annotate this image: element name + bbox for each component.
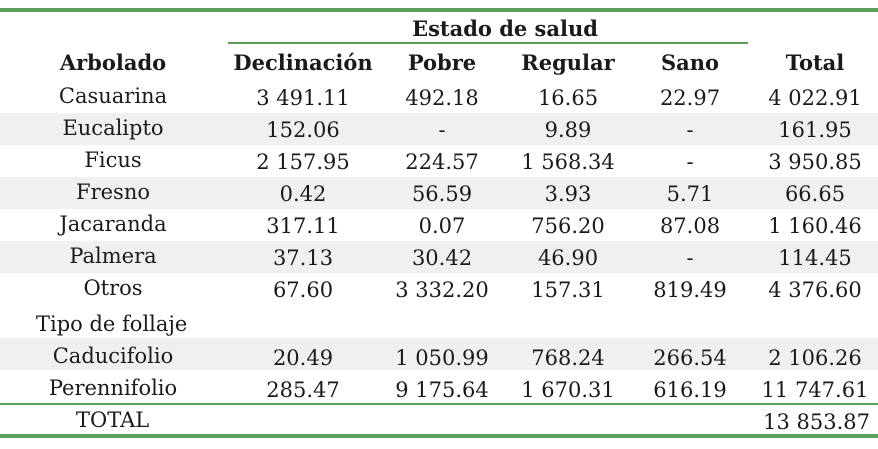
col-header-arbolado: Arbolado <box>59 50 167 75</box>
table-row: Ficus 2 157.95 224.57 1 568.34 - 3 950.8… <box>0 145 878 177</box>
cell-regular: 768.24 <box>531 346 605 370</box>
bottom-rule <box>0 434 878 438</box>
cell-regular: 157.31 <box>531 278 605 302</box>
total-value: 13 853.87 <box>763 410 870 434</box>
cell-declinacion: 67.60 <box>272 278 334 302</box>
row-band <box>0 241 878 273</box>
row-name: Caducifolio <box>52 344 174 368</box>
total-rule <box>0 403 878 405</box>
col-header-sano: Sano <box>660 50 720 75</box>
cell-pobre: 492.18 <box>405 86 479 110</box>
cell-regular: 16.65 <box>537 86 599 110</box>
cell-pobre: 30.42 <box>411 246 473 270</box>
cell-total: 114.45 <box>778 246 852 270</box>
table-row: Eucalipto 152.06 - 9.89 - 161.95 <box>0 113 878 145</box>
col-header-pobre: Pobre <box>407 50 477 75</box>
table-row: Caducifolio 20.49 1 050.99 768.24 266.54… <box>0 341 878 373</box>
cell-sano: - <box>686 150 694 174</box>
row-name: Fresno <box>76 180 150 204</box>
subheader-tipo-follaje: Tipo de follaje <box>36 312 188 336</box>
cell-sano: 616.19 <box>653 378 727 402</box>
cell-declinacion: 2 157.95 <box>256 150 350 174</box>
cell-regular: 1 568.34 <box>521 150 615 174</box>
row-band <box>0 113 878 145</box>
cell-pobre: 9 175.64 <box>395 378 489 402</box>
cell-declinacion: 3 491.11 <box>256 86 350 110</box>
cell-total: 4 376.60 <box>768 278 862 302</box>
total-label: TOTAL <box>76 408 150 432</box>
col-header-total: Total <box>785 50 845 75</box>
cell-sano: 5.71 <box>666 182 714 206</box>
row-name: Palmera <box>69 244 157 268</box>
cell-pobre: 0.07 <box>418 214 466 238</box>
cell-pobre: 1 050.99 <box>395 346 489 370</box>
cell-declinacion: 20.49 <box>272 346 334 370</box>
cell-declinacion: 317.11 <box>266 214 340 238</box>
cell-total: 161.95 <box>778 118 852 142</box>
row-name: Eucalipto <box>62 116 164 140</box>
top-rule <box>0 8 878 12</box>
cell-sano: 819.49 <box>653 278 727 302</box>
table-row: Fresno 0.42 56.59 3.93 5.71 66.65 <box>0 177 878 209</box>
cell-regular: 756.20 <box>531 214 605 238</box>
row-name: Perennifolio <box>48 376 178 400</box>
cell-declinacion: 37.13 <box>272 246 334 270</box>
cell-regular: 1 670.31 <box>521 378 615 402</box>
cell-sano: - <box>686 246 694 270</box>
cell-declinacion: 285.47 <box>266 378 340 402</box>
cell-total: 11 747.61 <box>761 378 869 402</box>
cell-total: 3 950.85 <box>768 150 862 174</box>
col-header-regular: Regular <box>521 50 615 75</box>
table-row: Otros 67.60 3 332.20 157.31 819.49 4 376… <box>0 273 878 305</box>
cell-sano: 266.54 <box>653 346 727 370</box>
table-row: Jacaranda 317.11 0.07 756.20 87.08 1 160… <box>0 209 878 241</box>
row-name: Ficus <box>84 148 142 172</box>
cell-regular: 3.93 <box>544 182 592 206</box>
table-row: Palmera 37.13 30.42 46.90 - 114.45 <box>0 241 878 273</box>
col-header-declinacion: Declinación <box>233 50 373 75</box>
cell-total: 1 160.46 <box>768 214 862 238</box>
cell-pobre: 224.57 <box>405 150 479 174</box>
cell-regular: 46.90 <box>537 246 599 270</box>
row-name: Jacaranda <box>59 212 167 236</box>
cell-regular: 9.89 <box>544 118 592 142</box>
cell-total: 4 022.91 <box>768 86 862 110</box>
cell-sano: 22.97 <box>659 86 721 110</box>
row-band <box>0 177 878 209</box>
row-name: Otros <box>83 276 143 300</box>
cell-pobre: - <box>438 118 446 142</box>
group-header: Estado de salud <box>412 16 598 41</box>
cell-pobre: 3 332.20 <box>395 278 489 302</box>
table-row: Perennifolio 285.47 9 175.64 1 670.31 61… <box>0 373 878 405</box>
cell-declinacion: 0.42 <box>279 182 327 206</box>
row-band <box>0 338 878 370</box>
cell-total: 66.65 <box>784 182 846 206</box>
cell-sano: 87.08 <box>659 214 721 238</box>
cell-total: 2 106.26 <box>768 346 862 370</box>
cell-declinacion: 152.06 <box>266 118 340 142</box>
cell-pobre: 56.59 <box>411 182 473 206</box>
group-rule <box>228 42 748 44</box>
table-row: Casuarina 3 491.11 492.18 16.65 22.97 4 … <box>0 81 878 113</box>
row-name: Casuarina <box>58 84 168 108</box>
cell-sano: - <box>686 118 694 142</box>
